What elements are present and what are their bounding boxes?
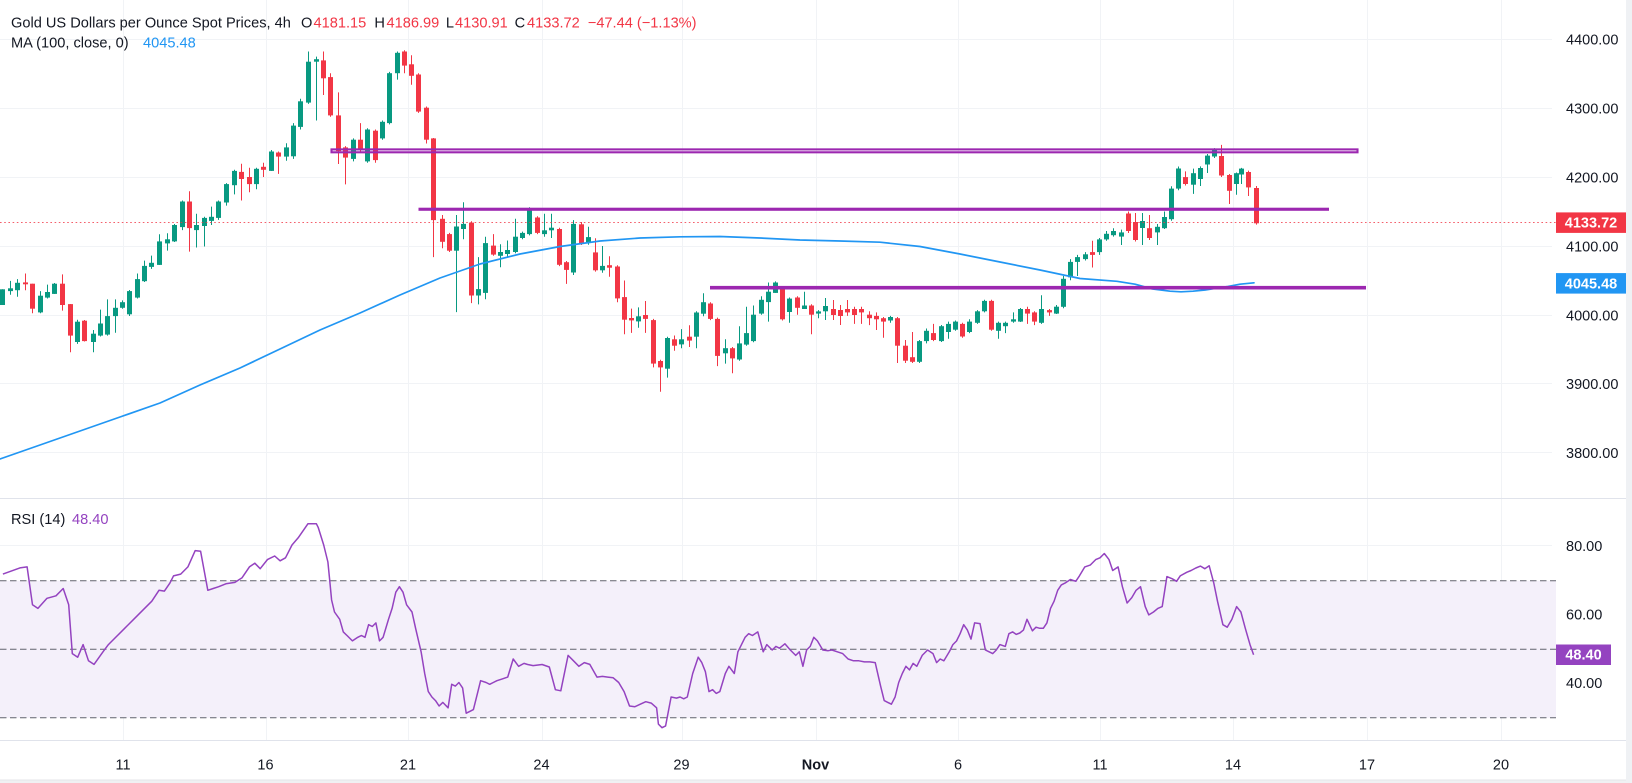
svg-text:80.00: 80.00 bbox=[1566, 539, 1602, 555]
svg-text:14: 14 bbox=[1225, 758, 1241, 774]
svg-text:4045.48: 4045.48 bbox=[1565, 276, 1617, 292]
svg-text:60.00: 60.00 bbox=[1566, 608, 1602, 624]
svg-text:4300.00: 4300.00 bbox=[1566, 102, 1618, 118]
svg-text:4400.00: 4400.00 bbox=[1566, 33, 1618, 49]
svg-text:29: 29 bbox=[673, 758, 689, 774]
svg-text:40.00: 40.00 bbox=[1566, 676, 1602, 692]
svg-text:RSI (14): RSI (14) bbox=[11, 512, 65, 528]
svg-text:11: 11 bbox=[1092, 758, 1107, 774]
svg-text:Nov: Nov bbox=[802, 758, 829, 774]
svg-text:4045.48: 4045.48 bbox=[143, 36, 196, 52]
svg-text:6: 6 bbox=[954, 758, 962, 774]
svg-text:16: 16 bbox=[257, 758, 273, 774]
svg-text:MA (100, close, 0): MA (100, close, 0) bbox=[11, 36, 129, 52]
svg-text:4100.00: 4100.00 bbox=[1566, 239, 1618, 255]
svg-text:4200.00: 4200.00 bbox=[1566, 171, 1618, 187]
svg-text:3900.00: 3900.00 bbox=[1566, 377, 1618, 393]
svg-text:17: 17 bbox=[1359, 758, 1375, 774]
svg-text:3800.00: 3800.00 bbox=[1566, 446, 1618, 462]
svg-text:4133.72: 4133.72 bbox=[1565, 216, 1617, 232]
svg-text:48.40: 48.40 bbox=[1565, 648, 1601, 664]
svg-text:21: 21 bbox=[400, 758, 416, 774]
svg-text:48.40: 48.40 bbox=[72, 512, 109, 528]
svg-text:Gold US Dollars per Ounce Spot: Gold US Dollars per Ounce Spot Prices, 4… bbox=[11, 16, 291, 32]
svg-text:4000.00: 4000.00 bbox=[1566, 308, 1618, 324]
svg-text:20: 20 bbox=[1493, 758, 1509, 774]
svg-text:11: 11 bbox=[115, 758, 130, 774]
svg-text:24: 24 bbox=[533, 758, 549, 774]
